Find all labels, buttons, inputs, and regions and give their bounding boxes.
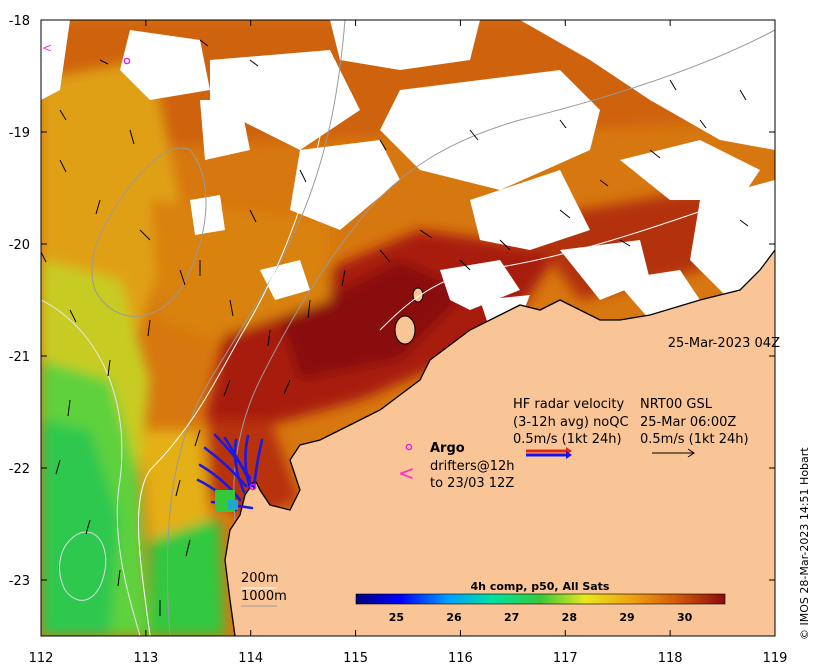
shelf-contours [41, 79, 775, 636]
y-tick-label: -21 [9, 350, 30, 365]
colorbar-tick-label: 28 [562, 611, 577, 624]
argo-float-marker [249, 483, 257, 491]
y-tick-label: -23 [9, 574, 30, 589]
nrt-subtitle: 25-Mar 06:00Z [640, 415, 736, 430]
x-axis: 112 113 114 115 116 117 118 119 [29, 20, 788, 666]
x-tick-label: 114 [238, 651, 263, 666]
coastline [224, 249, 775, 636]
contour-1000m-label: 1000m [241, 589, 287, 604]
drifter-legend-icon: < [398, 461, 415, 485]
colorbar-tick-label: 25 [389, 611, 404, 624]
drifters-label: drifters@12h [430, 459, 515, 474]
hf-title: HF radar velocity [513, 397, 625, 412]
hf-scale-arrowhead-blue [566, 451, 572, 459]
colorbar: 4h comp, p50, All Sats 25 26 27 28 29 30 [355, 580, 726, 624]
x-tick-label: 115 [343, 651, 368, 666]
nrt-scale-arrowhead [687, 448, 695, 458]
contour-200m-label: 200m [241, 571, 278, 586]
colorbar-ticks: 25 26 27 28 29 30 [389, 611, 693, 624]
hf-subtitle: (3-12h avg) noQC [513, 415, 629, 430]
gsl-arrows [41, 39, 749, 616]
y-tick-label: -22 [9, 462, 30, 477]
colorbar-tick-label: 27 [504, 611, 519, 624]
colorbar-tick-label: 30 [677, 611, 693, 624]
x-tick-label: 116 [448, 651, 473, 666]
argo-drifter-legend: Argo < drifters@12h to 23/03 12Z [398, 441, 515, 491]
credit-text: © IMOS 28-Mar-2023 14:51 Hobart [798, 447, 811, 640]
x-tick-label: 118 [658, 651, 683, 666]
map-area: < [41, 20, 775, 636]
argo-float-marker [123, 57, 131, 65]
timestamp-label: 25-Mar-2023 04Z [668, 336, 780, 351]
colorbar-tick-label: 26 [446, 611, 462, 624]
y-tick-label: -19 [9, 126, 30, 141]
island [394, 315, 416, 345]
y-axis: -18 -19 -20 -21 -22 -23 [9, 14, 775, 589]
gsl-legend: NRT00 GSL 25-Mar 06:00Z 0.5m/s (1kt 24h) [640, 397, 749, 458]
cloud-gaps [41, 20, 775, 330]
y-tick-label: -18 [9, 14, 30, 29]
nrt-title: NRT00 GSL [640, 397, 713, 412]
hf-radar-legend: HF radar velocity (3-12h avg) noQC 0.5m/… [513, 397, 629, 459]
nrt-scale: 0.5m/s (1kt 24h) [640, 432, 749, 447]
y-tick-label: -20 [9, 238, 30, 253]
plot-frame [40, 19, 776, 637]
radar-footprint [215, 490, 238, 512]
drifter-marker: < [42, 41, 52, 55]
contour-legend: 200m 1000m [241, 571, 287, 607]
colorbar-tick-label: 29 [619, 611, 634, 624]
colorbar-title: 4h comp, p50, All Sats [471, 580, 610, 593]
bathy-contours [59, 20, 775, 636]
land-mass [225, 250, 775, 636]
x-tick-label: 113 [133, 651, 158, 666]
drifters-sublabel: to 23/03 12Z [430, 476, 514, 491]
x-tick-label: 112 [29, 651, 54, 666]
argo-label: Argo [430, 441, 465, 456]
argo-legend-icon [405, 443, 413, 451]
x-tick-label: 117 [553, 651, 578, 666]
x-tick-label: 119 [763, 651, 788, 666]
colorbar-gradient [355, 593, 726, 605]
hf-scale: 0.5m/s (1kt 24h) [513, 432, 622, 447]
